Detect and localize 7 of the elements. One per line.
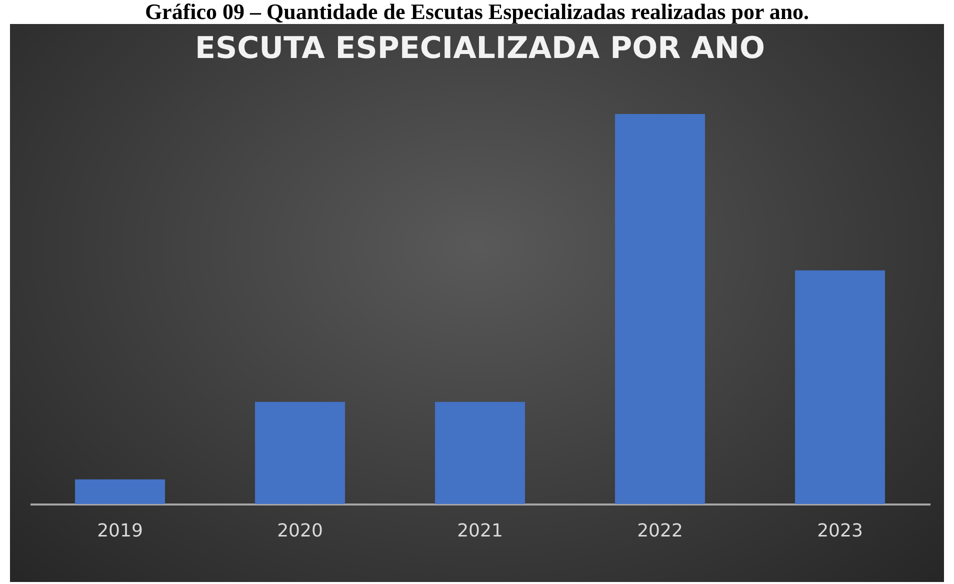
x-tick-label: 2021 bbox=[457, 520, 503, 542]
x-tick-label: 2023 bbox=[817, 520, 863, 542]
x-tick-label: 2020 bbox=[277, 520, 323, 542]
chart-title: ESCUTA ESPECIALIZADA POR ANO bbox=[195, 31, 765, 66]
x-tick-label: 2022 bbox=[637, 520, 683, 542]
x-tick-label: 2019 bbox=[97, 520, 143, 542]
text: Gráfico 09 – Quantidade de Escutas Especializadas realizadas por ano. bbox=[144, 0, 810, 24]
